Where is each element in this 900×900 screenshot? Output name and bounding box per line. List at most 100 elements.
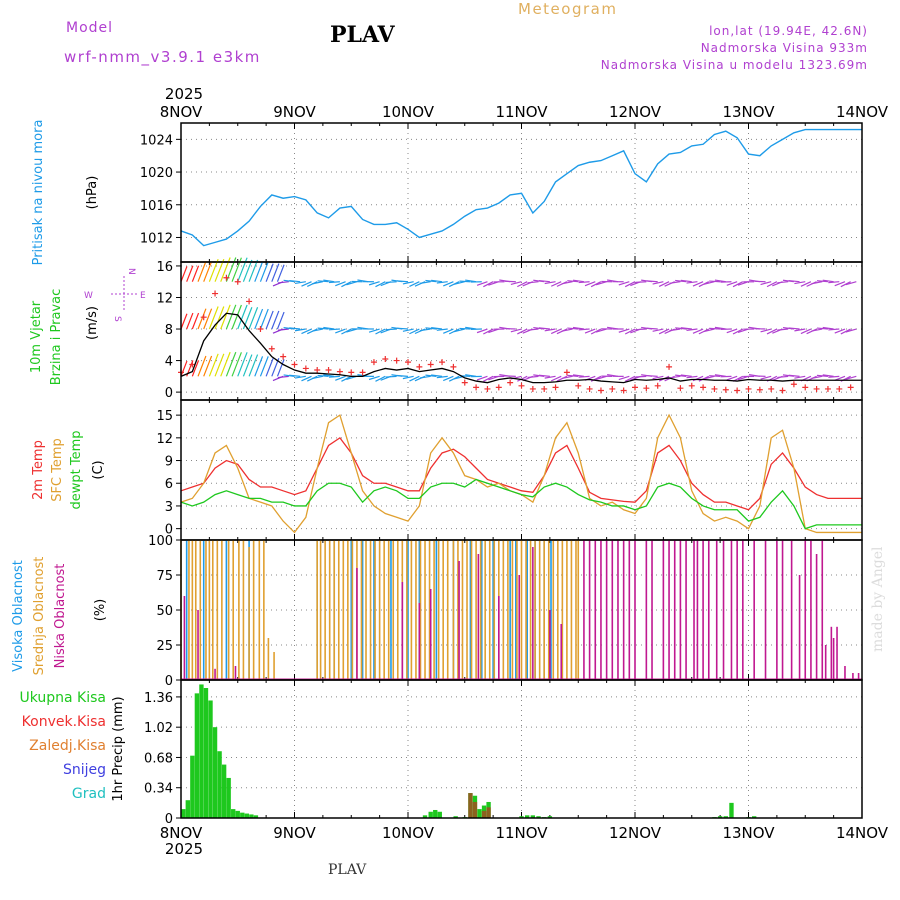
- precip-legend-2: Zaledj.Kisa: [29, 738, 106, 754]
- wind-arrow: [317, 327, 329, 330]
- top-date-label: 12NOV: [609, 103, 662, 121]
- precip-legend-0: Ukupna Kisa: [19, 690, 106, 706]
- gust-mark: [563, 369, 570, 376]
- station-title: PLAV: [330, 22, 395, 48]
- wind-arrow: [259, 308, 269, 330]
- wind-arrow: [254, 308, 264, 330]
- wind-arrow: [335, 328, 346, 334]
- wind-arrow: [845, 281, 857, 286]
- wind-arrow: [703, 281, 715, 285]
- wind-arrow: [203, 355, 213, 377]
- pressure-axis-title: Pritisak na nivou mora: [31, 120, 46, 266]
- gust-mark: [700, 384, 707, 391]
- wind-arrow: [794, 328, 806, 332]
- panel-frame: [180, 679, 863, 819]
- wind-arrow: [328, 328, 340, 331]
- gust-mark: [484, 385, 491, 392]
- wind-arrow: [483, 375, 494, 382]
- temp-line-dewpt-temp: [180, 478, 862, 530]
- temp-line-sfc-temp: [180, 413, 862, 534]
- wind-arrow: [680, 327, 692, 330]
- wind-arrow: [431, 327, 443, 330]
- precip-bar: [477, 809, 482, 818]
- precip-bar: [453, 816, 458, 818]
- wind-arrow: [277, 281, 289, 284]
- wind-arrow: [828, 328, 840, 331]
- wind-arrow: [294, 328, 306, 332]
- top-date-label: 11NOV: [495, 103, 548, 121]
- wind-arrow: [567, 327, 579, 330]
- wind-arrow: [726, 328, 738, 334]
- wind-arrow: [766, 281, 778, 288]
- y-tick-label: 1012: [140, 231, 173, 246]
- gust-mark: [223, 274, 230, 281]
- precip-bar: [428, 811, 433, 818]
- gust-mark: [348, 369, 355, 376]
- precip-bar: [212, 727, 218, 818]
- precip-bar: [221, 764, 227, 818]
- wind-arrow: [191, 265, 200, 282]
- wind-arrow: [794, 281, 806, 285]
- wind-arrow: [561, 281, 573, 285]
- precip-legend-4: Grad: [72, 786, 106, 802]
- wind-arrow: [419, 281, 431, 284]
- wind-arrow: [652, 328, 664, 332]
- wind-arrow: [686, 281, 698, 284]
- wind-arrow: [180, 360, 188, 377]
- wind-arrow: [567, 374, 579, 377]
- wind-arrow: [703, 375, 715, 380]
- wind-arrow: [527, 281, 539, 284]
- wind-arrow: [584, 281, 596, 287]
- wind-arrow: [483, 328, 494, 335]
- wind-arrow: [323, 279, 335, 283]
- wind-arrow: [578, 328, 590, 331]
- y-tick-label: 3: [165, 500, 173, 515]
- bottom-date-label: 8NOV: [160, 824, 203, 842]
- gust-mark: [620, 387, 627, 394]
- wind-arrow: [385, 281, 397, 284]
- wind-arrow: [624, 375, 636, 382]
- precip-bar: [422, 815, 428, 818]
- wind-arrow: [402, 328, 414, 332]
- y-tick-label: 100: [148, 534, 173, 549]
- wind-arrow: [578, 375, 590, 378]
- wind-arrow: [277, 328, 289, 331]
- gust-mark: [439, 359, 446, 366]
- bottom-year-label: 2025: [165, 840, 203, 858]
- wind-arrow: [777, 281, 789, 284]
- bottom-date-label: 12NOV: [609, 824, 662, 842]
- compass-w: W: [84, 291, 93, 301]
- wind-arrow: [822, 326, 834, 330]
- wind-arrow: [624, 281, 636, 288]
- temp-axis-title-2: dewpt Temp: [69, 430, 84, 509]
- wind-arrow: [822, 279, 834, 283]
- pressure-line: [180, 128, 862, 247]
- precip-bar: [199, 684, 204, 818]
- wind-arrow: [431, 374, 443, 377]
- wind-arrow: [669, 281, 681, 284]
- wind-arrow: [618, 375, 630, 381]
- wind-arrow: [709, 375, 721, 377]
- precip-bar: [519, 816, 524, 818]
- wind-arrow: [550, 375, 562, 382]
- wind-arrow: [346, 281, 358, 286]
- wind-arrow: [646, 374, 658, 377]
- wind-arrow: [225, 351, 237, 377]
- gust-mark: [632, 384, 638, 391]
- wind-arrow: [259, 261, 269, 282]
- wind-arrow: [766, 328, 778, 335]
- wind-arrow: [203, 261, 213, 282]
- wind-arrow: [277, 375, 289, 379]
- wind-arrow: [635, 375, 647, 378]
- precip-bar: [530, 815, 536, 818]
- wind-speed-line: [180, 312, 862, 384]
- y-tick-label: 0.68: [144, 751, 173, 766]
- gust-mark: [802, 384, 809, 391]
- gust-mark: [473, 384, 480, 391]
- wind-arrow: [248, 259, 259, 282]
- wind-arrow: [409, 328, 420, 335]
- wind-axis-title-1: 10m Vjetar: [29, 300, 44, 373]
- gust-mark: [518, 382, 525, 389]
- precip-bar: [717, 816, 723, 818]
- wind-arrow: [517, 281, 528, 288]
